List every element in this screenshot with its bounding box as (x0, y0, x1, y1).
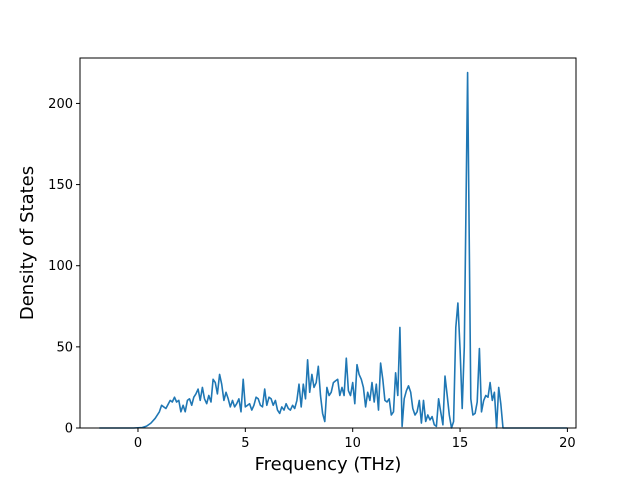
x-tick-label: 5 (241, 436, 249, 451)
x-tick-label: 0 (134, 436, 142, 451)
x-tick-label: 15 (452, 436, 469, 451)
plot-frame (79, 57, 577, 429)
y-tick-label: 200 (48, 97, 73, 112)
y-axis-ticks: 0 50 100 150 200 (48, 97, 80, 437)
y-tick-label: 100 (48, 259, 73, 274)
x-tick-label: 10 (344, 436, 361, 451)
x-axis-label: Frequency (THz) (255, 454, 402, 475)
x-tick-label: 20 (559, 436, 576, 451)
y-tick-label: 50 (56, 340, 73, 355)
series-line-0 (99, 71, 568, 429)
x-axis-ticks: 0 5 10 15 20 (134, 428, 576, 451)
y-tick-label: 150 (48, 178, 73, 193)
y-tick-label: 0 (65, 422, 73, 437)
y-axis-label: Density of States (17, 166, 38, 320)
plot-series (99, 71, 568, 429)
